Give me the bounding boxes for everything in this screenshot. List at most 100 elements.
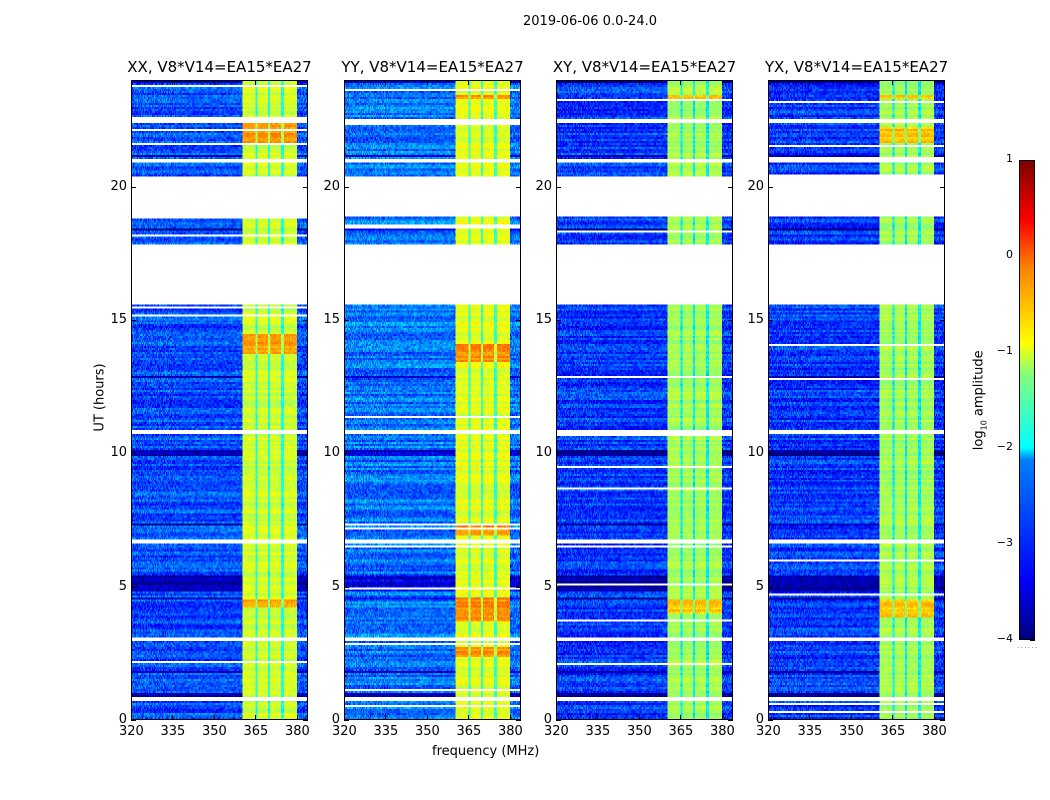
heatmap-image <box>345 81 520 719</box>
y-tick <box>131 720 136 721</box>
x-tick-label: 380 <box>921 724 947 739</box>
y-tick-label: 20 <box>747 178 764 194</box>
x-tick-top <box>385 80 387 85</box>
colorbar-tick <box>1030 640 1035 641</box>
y-tick-right <box>516 186 521 188</box>
x-tick-top <box>680 80 682 85</box>
y-tick-right <box>516 320 521 321</box>
x-tick <box>892 715 894 720</box>
y-tick-label: 10 <box>110 445 127 461</box>
x-tick <box>509 715 511 720</box>
x-tick <box>385 715 387 720</box>
colorbar-tick-label: −1 <box>996 344 1013 357</box>
y-tick-right <box>940 186 945 188</box>
y-tick-right <box>728 320 733 321</box>
heatmap-panel-xy <box>556 80 733 720</box>
y-tick <box>131 453 136 455</box>
y-tick <box>344 586 349 588</box>
x-tick-top <box>768 80 769 85</box>
y-tick-label: 0 <box>331 712 340 727</box>
x-tick-label: 365 <box>456 724 482 739</box>
panel-title: XY, V8*V14=EA15*EA27 <box>552 58 737 76</box>
y-tick-right <box>303 720 308 721</box>
x-tick-label: 365 <box>668 724 694 739</box>
heatmap-image <box>132 81 307 719</box>
x-tick-label: 320 <box>756 724 781 739</box>
x-tick-top <box>344 80 345 85</box>
panel-title: YX, V8*V14=EA15*EA27 <box>764 58 949 76</box>
y-tick-label: 15 <box>323 312 340 327</box>
x-tick <box>597 715 599 720</box>
y-tick-label: 15 <box>747 312 764 327</box>
heatmap-image <box>557 81 732 719</box>
x-tick <box>131 715 132 720</box>
y-tick-label: 10 <box>747 445 764 461</box>
y-axis-label: UT (hours) <box>92 363 108 432</box>
x-tick-label: 320 <box>544 724 569 739</box>
heatmap-panel-xx <box>131 80 308 720</box>
x-tick <box>426 715 428 720</box>
y-tick-label: 5 <box>118 578 127 594</box>
y-tick-right <box>516 453 521 455</box>
y-tick-right <box>303 186 308 188</box>
figure-title: 2019-06-06 0.0-24.0 <box>523 14 657 29</box>
x-tick-top <box>809 80 811 85</box>
x-tick-top <box>721 80 723 85</box>
colorbar-tick-label: −3 <box>996 536 1013 549</box>
y-tick-right <box>728 720 733 721</box>
colorbar-tick-label: 1 <box>1006 152 1013 165</box>
colorbar-tick-label: −2 <box>996 440 1013 453</box>
y-tick <box>556 720 561 721</box>
y-tick <box>556 320 561 321</box>
x-tick-top <box>933 80 935 85</box>
x-tick-label: 350 <box>626 724 652 739</box>
y-tick-label: 5 <box>331 578 340 594</box>
colorbar-tick-label: 0 <box>1006 248 1013 261</box>
y-tick <box>131 186 136 188</box>
y-tick <box>344 720 349 721</box>
x-tick-top <box>213 80 215 85</box>
y-tick-right <box>728 586 733 588</box>
x-tick-label: 380 <box>709 724 735 739</box>
y-tick <box>556 453 561 455</box>
y-tick-label: 20 <box>110 178 127 194</box>
heatmap-panel-yy <box>344 80 521 720</box>
x-tick <box>850 715 852 720</box>
y-tick-right <box>940 320 945 321</box>
heatmap-image <box>769 81 944 719</box>
y-tick <box>556 586 561 588</box>
x-tick <box>933 715 935 720</box>
x-tick-top <box>426 80 428 85</box>
x-tick-label: 365 <box>243 724 269 739</box>
x-tick-label: 320 <box>119 724 144 739</box>
y-tick <box>344 320 349 321</box>
y-tick-right <box>940 453 945 455</box>
y-tick <box>131 320 136 321</box>
x-tick-top <box>296 80 298 85</box>
y-tick-right <box>940 720 945 721</box>
colorbar <box>1019 160 1035 640</box>
x-tick <box>721 715 723 720</box>
panel-title: XX, V8*V14=EA15*EA27 <box>127 58 312 76</box>
x-tick <box>809 715 811 720</box>
x-tick <box>638 715 640 720</box>
y-tick <box>768 720 773 721</box>
x-tick <box>296 715 298 720</box>
heatmap-panel-yx <box>768 80 945 720</box>
x-tick-label: 335 <box>797 724 823 739</box>
y-tick-label: 0 <box>755 712 764 727</box>
y-tick-right <box>940 586 945 588</box>
y-tick-label: 0 <box>543 712 552 727</box>
x-tick-label: 335 <box>585 724 611 739</box>
x-tick-top <box>255 80 257 85</box>
x-tick <box>556 715 557 720</box>
x-tick <box>255 715 257 720</box>
x-tick-label: 380 <box>497 724 523 739</box>
colorbar-label: log10 amplitude <box>971 350 989 451</box>
x-tick <box>213 715 215 720</box>
x-tick-top <box>468 80 470 85</box>
x-tick-top <box>509 80 511 85</box>
y-tick <box>768 320 773 321</box>
x-tick <box>768 715 769 720</box>
y-tick <box>556 186 561 188</box>
